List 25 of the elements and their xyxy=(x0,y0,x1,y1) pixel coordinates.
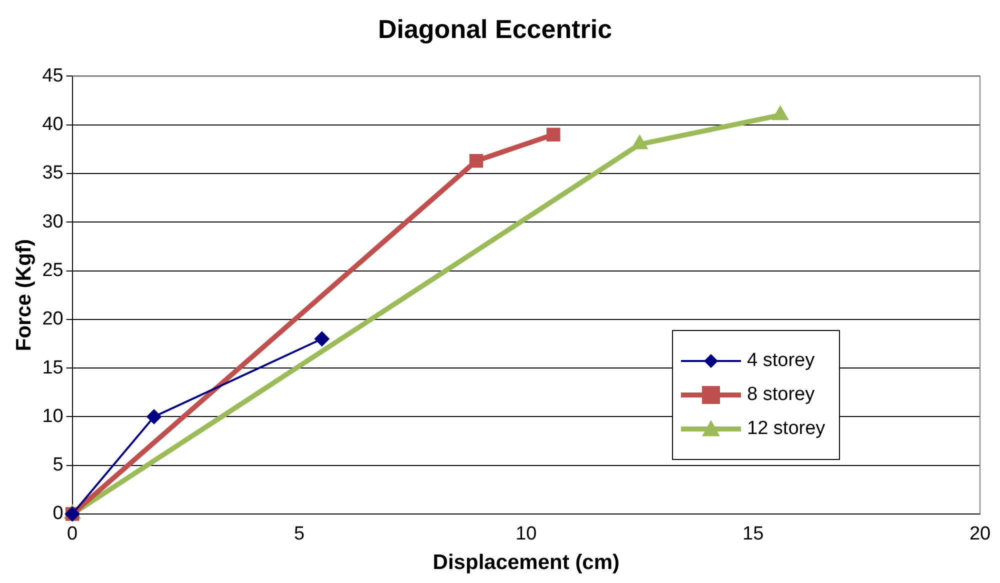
point xyxy=(546,128,560,142)
legend-label: 12 storey xyxy=(747,418,826,440)
y-tick-label: 15 xyxy=(42,357,64,378)
point xyxy=(146,409,162,424)
y-tick-label: 25 xyxy=(42,260,64,282)
point xyxy=(469,154,484,168)
point xyxy=(314,331,330,346)
y-tick-label: 5 xyxy=(52,454,64,476)
x-tick-label: 10 xyxy=(516,524,537,545)
chart-title: Diagonal Eccentric xyxy=(378,14,612,44)
x-axis-title: Displacement (cm) xyxy=(432,551,620,574)
x-tick-label: 20 xyxy=(969,524,991,545)
y-tick-label: 10 xyxy=(42,406,64,427)
y-tick-label: 30 xyxy=(42,211,64,232)
y-tick-label: 20 xyxy=(42,308,64,330)
y-tick-label: 0 xyxy=(52,503,64,524)
y-tick-label: 40 xyxy=(42,114,64,136)
x-tick-label: 0 xyxy=(67,524,78,545)
x-tick-label: 5 xyxy=(294,524,305,545)
y-tick-label: 35 xyxy=(42,162,64,184)
y-axis-title: Force (Kgf) xyxy=(12,239,36,352)
y-tick-label: 45 xyxy=(42,65,64,86)
x-tick-label: 15 xyxy=(742,524,764,545)
legend-label: 8 storey xyxy=(747,384,815,406)
legend-label: 4 storey xyxy=(747,350,815,372)
